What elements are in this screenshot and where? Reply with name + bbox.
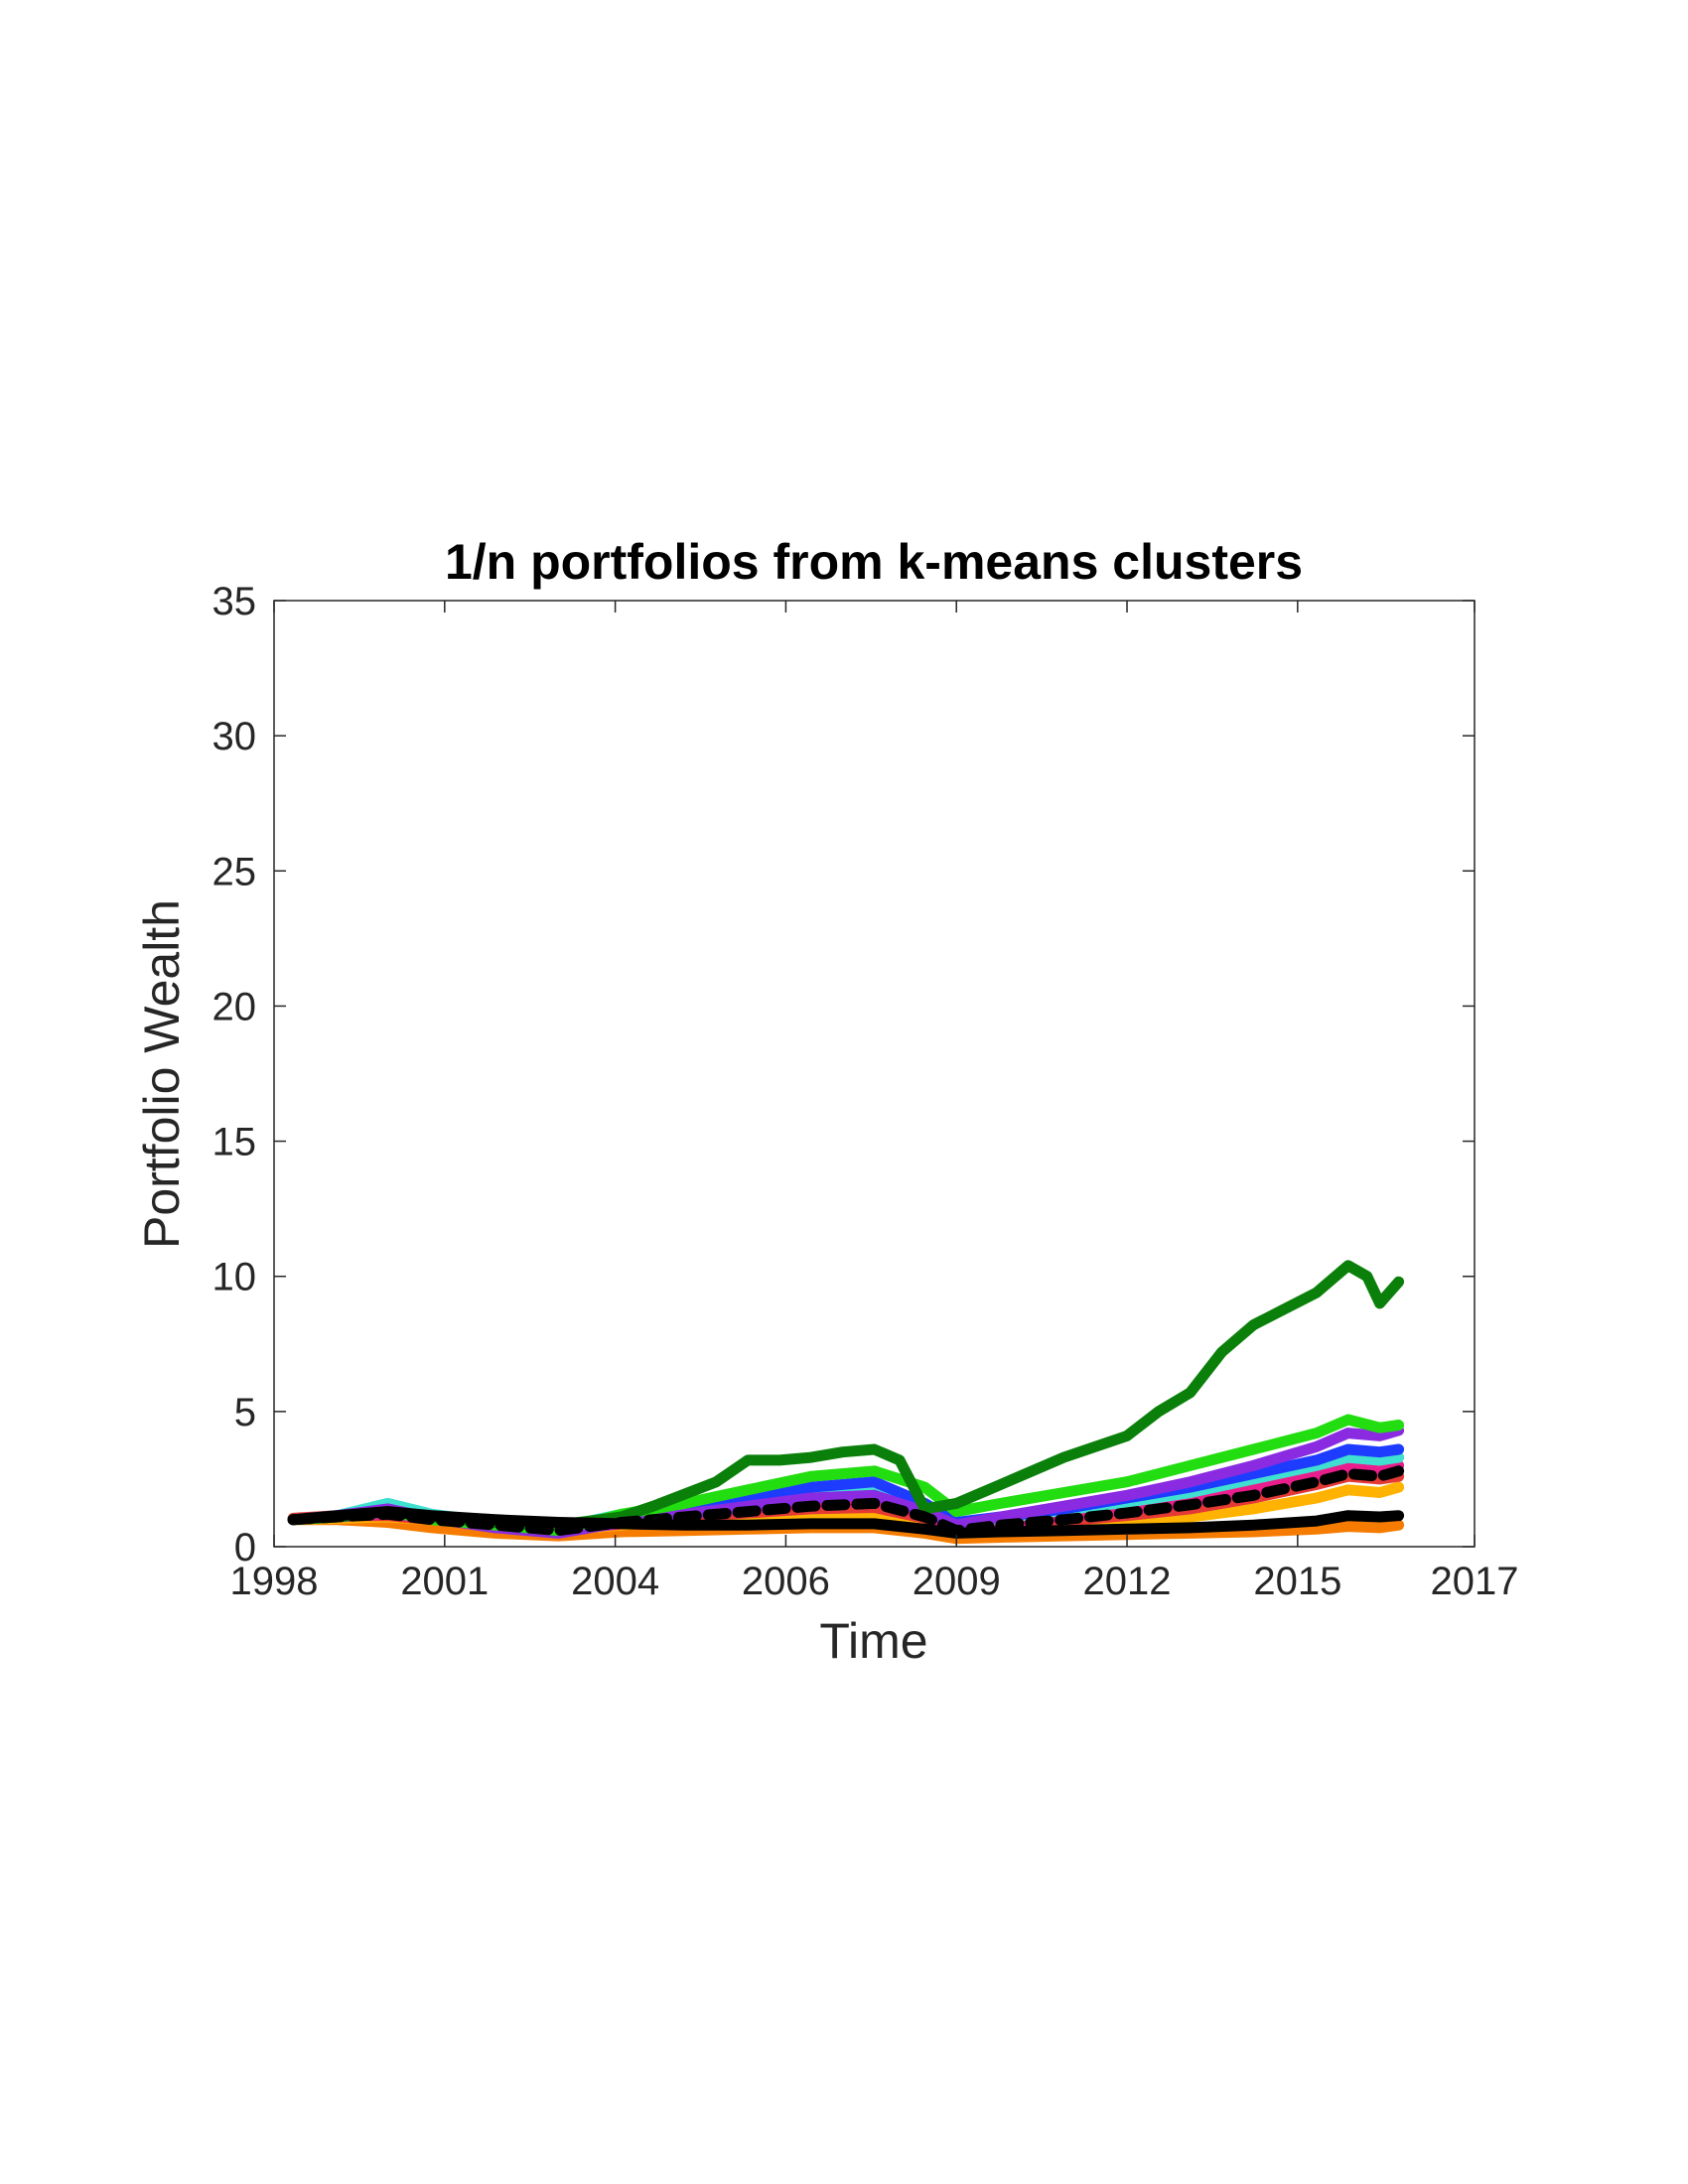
y-tick-label: 30	[212, 715, 257, 758]
x-axis-title: Time	[819, 1613, 927, 1669]
y-tick-label: 35	[212, 580, 257, 623]
y-tick-label: 0	[234, 1526, 256, 1570]
x-tick-label: 2009	[913, 1560, 1001, 1603]
y-tick-label: 5	[234, 1391, 256, 1434]
y-tick-label: 10	[212, 1256, 257, 1299]
ticks-layer: 1998 2001 2004 2006 2009 2012 2015 2017 0 5 10 15 20…	[212, 580, 1519, 1603]
x-tick-label: 2004	[571, 1560, 659, 1603]
x-tick-label: 2012	[1083, 1560, 1172, 1603]
y-axis-title: Portfolio Wealth	[134, 899, 190, 1249]
x-tick-label: 2006	[742, 1560, 830, 1603]
plot-area	[273, 600, 1476, 1548]
y-tick-label: 15	[212, 1121, 257, 1164]
x-tick-label: 2001	[400, 1560, 489, 1603]
y-tick-label: 25	[212, 850, 257, 893]
y-tick-label: 20	[212, 985, 257, 1028]
x-tick-label: 2017	[1431, 1560, 1519, 1603]
series-layer	[287, 1260, 1405, 1545]
chart-title: 1/n portfolios from k-means clusters	[445, 534, 1303, 590]
series-line-11	[287, 1506, 1405, 1539]
x-tick-label: 1998	[230, 1560, 319, 1603]
x-tick-label: 2015	[1253, 1560, 1341, 1603]
